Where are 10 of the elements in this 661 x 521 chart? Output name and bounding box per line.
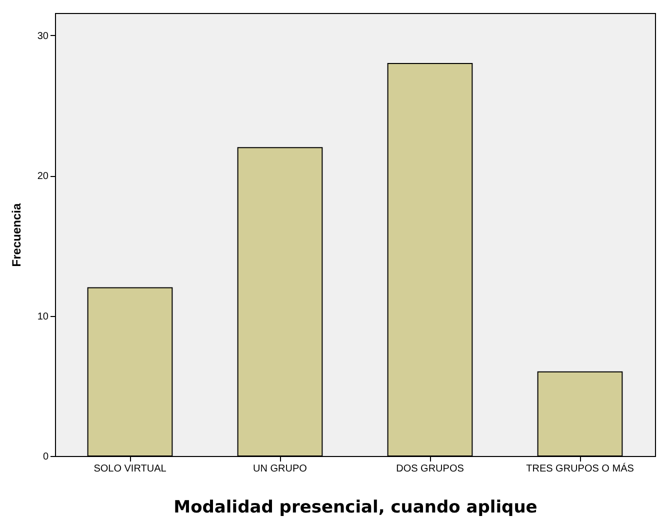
y-tick-label: 0 [42, 452, 49, 462]
y-tick-label: 30 [37, 30, 49, 42]
y-axis-title: Frecuencia [9, 203, 24, 267]
x-tick-label: DOS GRUPOS [396, 464, 464, 474]
x-tick-label: SOLO VIRTUAL [94, 464, 167, 474]
x-tick-label: TRES GRUPOS O MÁS [526, 462, 634, 474]
x-axis-title: Modalidad presencial, cuando aplique [174, 498, 538, 518]
y-tick-label: 20 [37, 171, 49, 182]
y-tick-label: 10 [37, 311, 49, 322]
x-tick-label: UN GRUPO [253, 464, 308, 474]
